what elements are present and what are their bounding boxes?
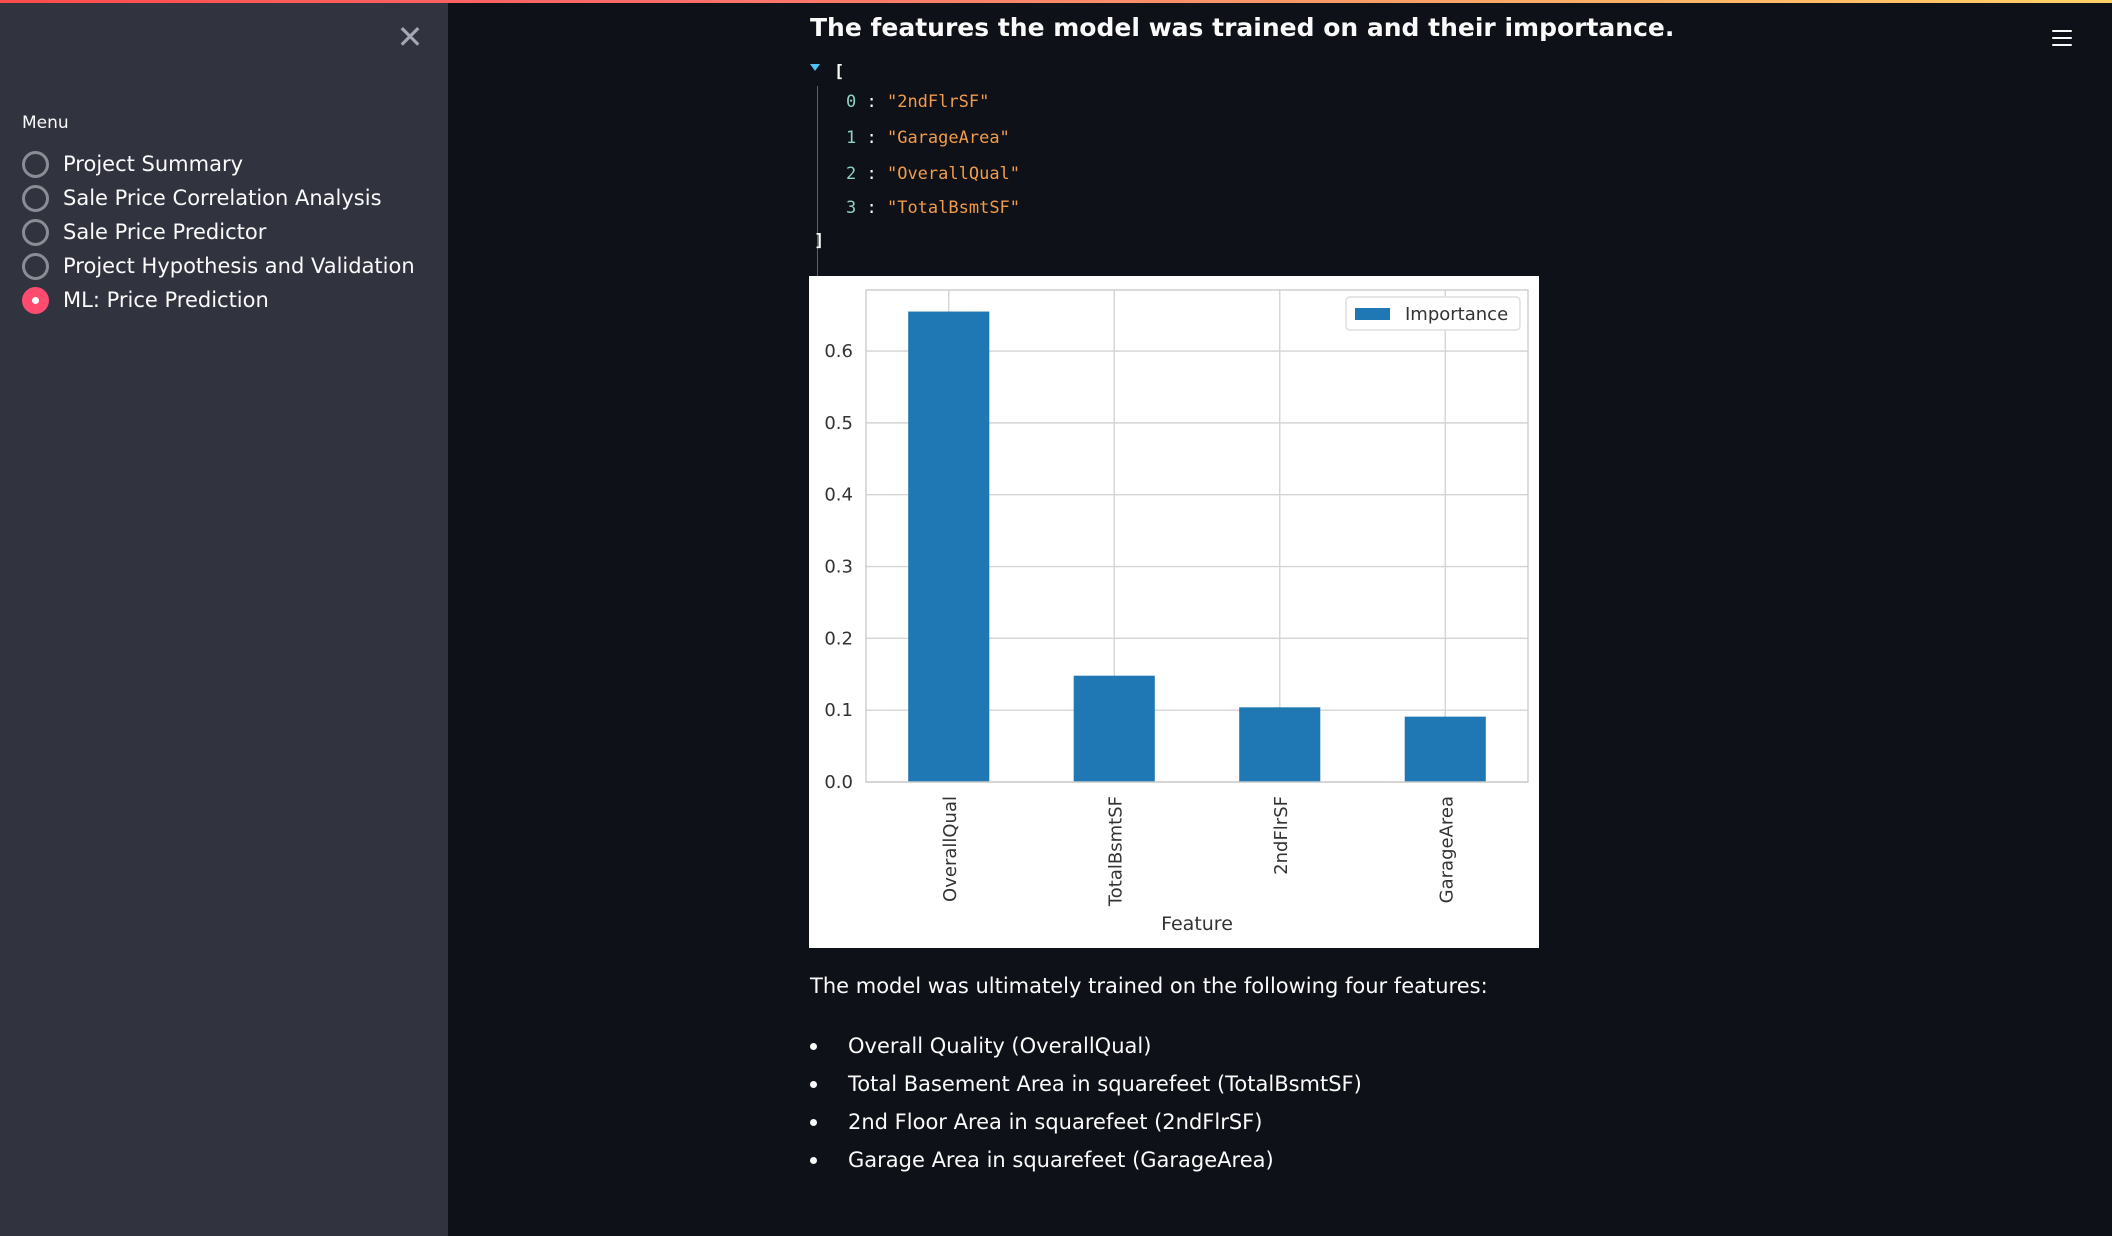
json-row: 2 : "OverallQual" (846, 164, 1020, 184)
radio-button[interactable] (22, 218, 49, 246)
menu-item-label: Project Summary (63, 152, 244, 176)
y-tick-label: 0.2 (824, 628, 853, 649)
json-colon: : (856, 92, 887, 112)
json-value: "2ndFlrSF" (886, 92, 990, 112)
summary-paragraph: The model was ultimately trained on the … (810, 974, 1488, 998)
feature-list: Overall Quality (OverallQual) Total Base… (810, 1027, 1362, 1179)
y-tick-label: 0.1 (824, 700, 853, 721)
y-tick-label: 0.5 (824, 413, 853, 434)
app-top-decoration (0, 0, 2112, 3)
bullet-dot (810, 1080, 817, 1088)
chart-svg: 0.0 0.1 0.2 0.3 0.4 0.5 0.6 OverallQual TotalBsm… (824, 289, 1529, 935)
list-item-text: Total Basement Area in squarefeet (Total… (848, 1072, 1362, 1096)
bullet-dot (810, 1042, 817, 1050)
hamburger-line (2052, 30, 2072, 32)
x-tick-label: GarageArea (1436, 796, 1457, 903)
list-item: Total Basement Area in squarefeet (Total… (810, 1065, 1362, 1103)
hamburger-menu-icon[interactable] (2050, 28, 2074, 48)
json-colon: : (856, 198, 887, 218)
y-tick-label: 0.6 (824, 341, 853, 362)
feature-importance-chart: 0.0 0.1 0.2 0.3 0.4 0.5 0.6 OverallQual TotalBsm… (809, 276, 1539, 948)
page-heading: The features the model was trained on an… (810, 13, 1675, 42)
bar (1239, 707, 1321, 782)
x-tick-label: 2ndFlrSF (1271, 796, 1292, 875)
collapse-toggle-icon[interactable] (810, 64, 820, 71)
sidebar: ✕ Menu Project Summary Sale Price Correl… (0, 0, 448, 1236)
bullet-dot (810, 1118, 817, 1126)
json-row: 1 : "GarageArea" (846, 128, 1010, 148)
json-index: 3 (846, 198, 857, 218)
json-value: "GarageArea" (886, 128, 1010, 148)
bullet-dot (810, 1156, 817, 1164)
menu-item-label: Sale Price Predictor (63, 220, 267, 244)
json-close-bracket: ] (814, 231, 825, 251)
menu-item-price-predictor[interactable]: Sale Price Predictor (22, 215, 415, 249)
json-indent-guide (817, 86, 818, 288)
json-colon: : (856, 164, 887, 184)
menu-item-label: Sale Price Correlation Analysis (63, 186, 382, 210)
json-index: 1 (846, 128, 857, 148)
menu-item-ml-price-prediction[interactable]: ML: Price Prediction (22, 283, 415, 317)
legend-swatch (1355, 308, 1390, 320)
hamburger-line (2052, 37, 2072, 39)
x-tick-label: TotalBsmtSF (1105, 796, 1126, 907)
menu-radio-group: Project Summary Sale Price Correlation A… (22, 147, 415, 317)
close-icon[interactable]: ✕ (396, 18, 424, 56)
menu-item-project-summary[interactable]: Project Summary (22, 147, 415, 181)
json-value: "OverallQual" (886, 164, 1021, 184)
menu-item-label: ML: Price Prediction (63, 288, 269, 312)
radio-button[interactable] (22, 184, 49, 212)
bar (1073, 675, 1155, 782)
radio-button-selected[interactable] (22, 286, 49, 314)
json-colon: : (856, 128, 887, 148)
bar (1404, 716, 1486, 782)
y-tick-label: 0.4 (824, 485, 853, 506)
y-tick-label: 0.0 (824, 772, 853, 793)
y-tick-label: 0.3 (824, 557, 853, 578)
plot-frame (865, 289, 1529, 783)
radio-button[interactable] (22, 252, 49, 280)
list-item: Garage Area in squarefeet (GarageArea) (810, 1141, 1362, 1179)
json-value: "TotalBsmtSF" (886, 198, 1021, 218)
list-item: Overall Quality (OverallQual) (810, 1027, 1362, 1065)
menu-label: Menu (22, 113, 69, 133)
radio-button[interactable] (22, 150, 49, 178)
hamburger-line (2052, 44, 2072, 46)
menu-item-hypothesis[interactable]: Project Hypothesis and Validation (22, 249, 415, 283)
json-row: 3 : "TotalBsmtSF" (846, 198, 1020, 218)
x-tick-label: OverallQual (940, 796, 961, 902)
list-item: 2nd Floor Area in squarefeet (2ndFlrSF) (810, 1103, 1362, 1141)
list-item-text: Garage Area in squarefeet (GarageArea) (848, 1148, 1274, 1172)
list-item-text: 2nd Floor Area in squarefeet (2ndFlrSF) (848, 1110, 1263, 1134)
legend-box (1345, 296, 1521, 331)
x-axis-label: Feature (1161, 913, 1233, 935)
bar (908, 311, 990, 782)
legend-label: Importance (1405, 304, 1508, 325)
json-index: 0 (846, 92, 857, 112)
list-item-text: Overall Quality (OverallQual) (848, 1034, 1152, 1058)
json-row: 0 : "2ndFlrSF" (846, 92, 989, 112)
menu-item-correlation-analysis[interactable]: Sale Price Correlation Analysis (22, 181, 415, 215)
menu-item-label: Project Hypothesis and Validation (63, 254, 415, 278)
json-open-bracket: [ (834, 62, 845, 82)
json-index: 2 (846, 164, 857, 184)
